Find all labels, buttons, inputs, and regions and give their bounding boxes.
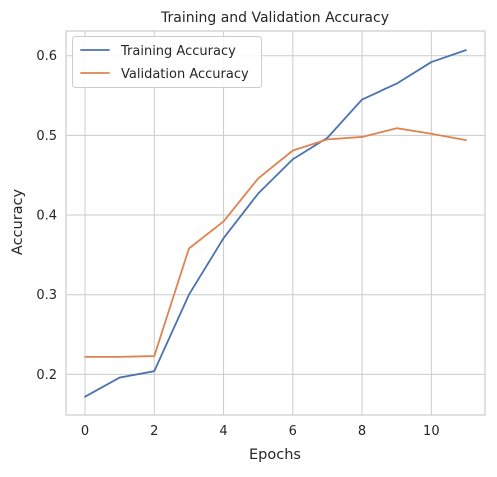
validation-accuracy-line: [84, 127, 467, 358]
tick-labels: 0 2 4 6 8 10 0.2 0.3 0.4 0.5 0.6: [36, 49, 439, 439]
x-axis-label: Epochs: [249, 447, 301, 463]
y-tick-label: 0.4: [36, 209, 57, 224]
y-tick-label: 0.2: [36, 368, 57, 383]
y-tick-label: 0.5: [36, 129, 57, 144]
series-lines: [84, 49, 467, 398]
x-tick-label: 6: [289, 424, 297, 439]
x-tick-label: 0: [81, 424, 89, 439]
x-tick-label: 8: [358, 424, 366, 439]
legend: Training Accuracy Validation Accuracy: [72, 36, 262, 88]
y-tick-label: 0.6: [36, 49, 57, 64]
y-tick-label: 0.3: [36, 288, 57, 303]
legend-box: [72, 36, 262, 88]
x-tick-label: 4: [219, 424, 227, 439]
x-tick-label: 2: [150, 424, 158, 439]
training-accuracy-line: [84, 49, 467, 398]
x-tick-label: 10: [423, 424, 440, 439]
legend-label-validation: Validation Accuracy: [121, 67, 249, 82]
y-axis-label: Accuracy: [10, 188, 26, 255]
plot-frame: [65, 30, 486, 416]
legend-label-training: Training Accuracy: [120, 44, 236, 59]
chart-title: Training and Validation Accuracy: [160, 10, 389, 26]
grid: [66, 31, 485, 415]
axes-frame: [65, 30, 486, 416]
